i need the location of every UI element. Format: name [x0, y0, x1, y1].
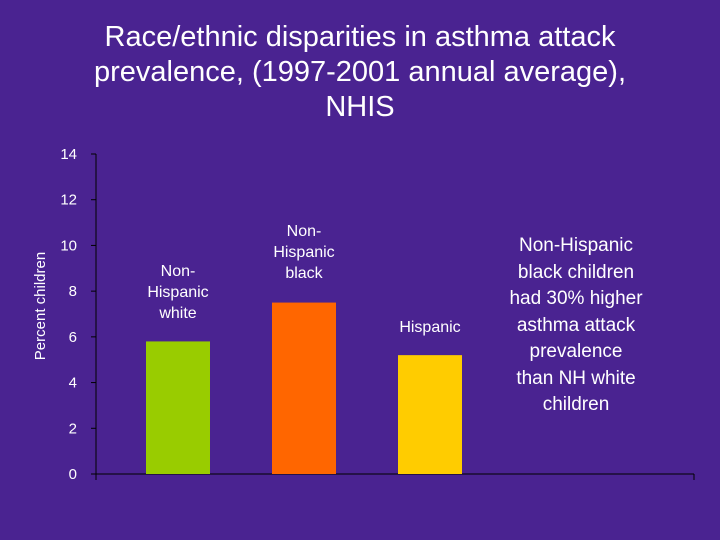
y-tick-label-12: 12 [60, 192, 77, 209]
y-tick-label-2: 2 [69, 420, 77, 437]
chart-title-line-2: prevalence, (1997-2001 annual average), [93, 56, 627, 88]
annotation-line-2: black children [517, 261, 635, 283]
annotation-line-5: prevalence [529, 341, 623, 362]
chart-title-line-3: NHIS [325, 91, 395, 123]
y-tick-label-6: 6 [69, 329, 77, 346]
category-label-2-line-1: Non- [287, 223, 322, 240]
category-label-1-line-2: Hispanic [147, 284, 208, 301]
chart-title: Race/ethnic disparities in asthma attack… [20, 20, 700, 125]
category-label-2-line-2: Hispanic [273, 244, 334, 261]
y-axis-label: Percent children [32, 252, 49, 360]
category-label-2-line-3: black [285, 265, 323, 282]
bar-3 [398, 355, 462, 474]
annotation-line-6: than NH white [516, 367, 636, 389]
y-tick-label-14: 14 [60, 146, 77, 163]
category-label-3-line-1: Hispanic [399, 319, 460, 336]
bar-1 [146, 341, 210, 474]
annotation-line-7: children [542, 394, 610, 415]
bar-2 [272, 302, 336, 474]
y-tick-label-8: 8 [69, 283, 77, 300]
y-tick-label-4: 4 [69, 375, 77, 392]
annotation-line-4: asthma attack [516, 314, 636, 336]
category-label-1-line-3: white [158, 305, 196, 322]
annotation-note: Non-Hispanic black children had 30% high… [478, 233, 674, 419]
y-tick-label-10: 10 [60, 237, 77, 254]
annotation-line-1: Non-Hispanic [518, 235, 634, 256]
annotation-line-3: had 30% higher [509, 288, 643, 309]
category-label-1-line-1: Non- [161, 263, 196, 280]
y-tick-label-0: 0 [69, 466, 77, 483]
chart-title-line-1: Race/ethnic disparities in asthma attack [104, 21, 616, 53]
